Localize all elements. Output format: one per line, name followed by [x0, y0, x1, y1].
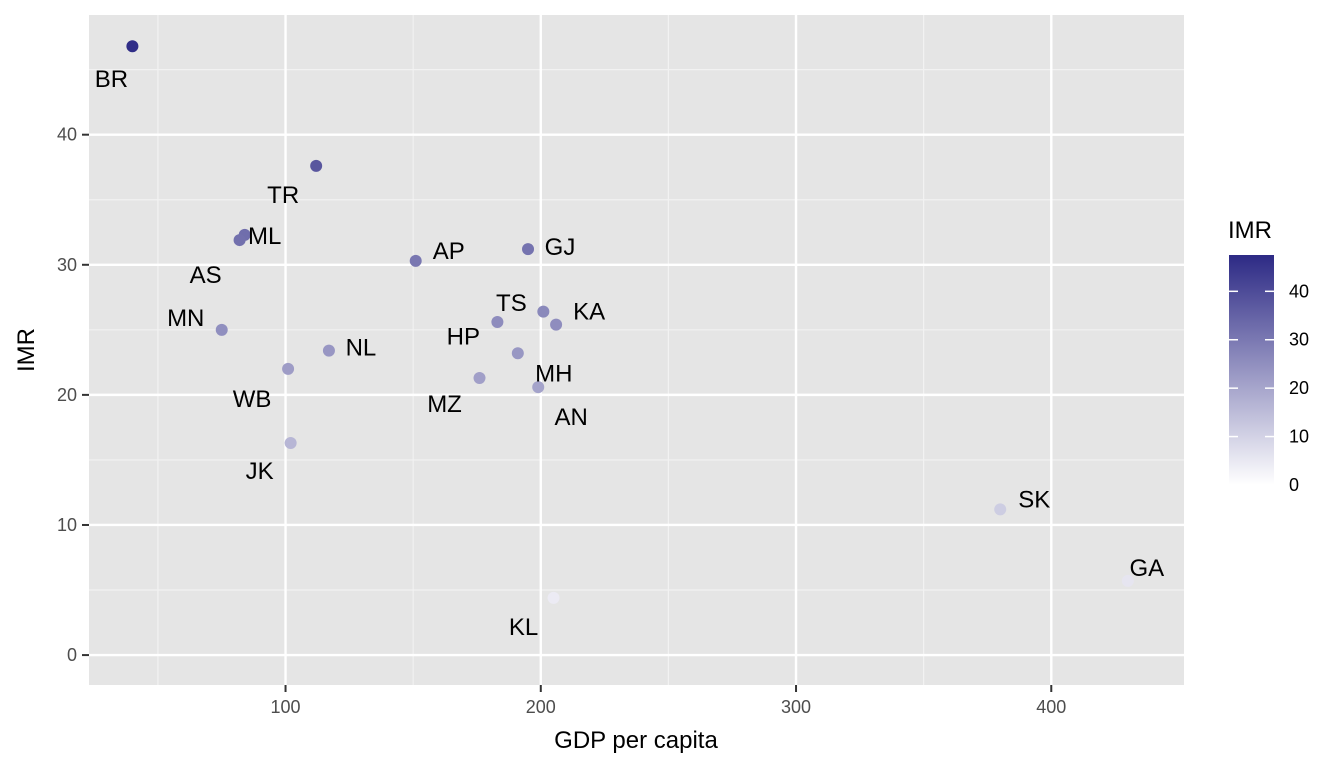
- y-tick-label: 30: [57, 255, 77, 275]
- legend-tick-label: 30: [1289, 330, 1309, 350]
- data-point: [473, 371, 486, 384]
- x-tick-label: 300: [781, 697, 811, 717]
- point-label: MZ: [427, 391, 462, 418]
- y-tick-label: 20: [57, 385, 77, 405]
- legend-tick-label: 0: [1289, 475, 1299, 495]
- y-axis-title: IMR: [13, 328, 40, 372]
- plot-panel: [89, 15, 1184, 685]
- data-point: [310, 159, 323, 172]
- color-legend: IMR 0 10 20 30 40: [1228, 217, 1309, 495]
- data-point: [550, 318, 563, 331]
- legend-tick-label: 20: [1289, 378, 1309, 398]
- grid-major: [89, 15, 1184, 685]
- point-label: JK: [246, 458, 274, 485]
- legend-tick-label: 10: [1289, 427, 1309, 447]
- data-point: [322, 344, 335, 357]
- data-point: [491, 316, 504, 329]
- x-axis-title: GDP per capita: [554, 727, 718, 754]
- y-tick-label: 10: [57, 515, 77, 535]
- y-axis: 0 10 20 30 40: [57, 125, 89, 665]
- data-point: [233, 234, 246, 247]
- y-tick-label: 0: [67, 645, 77, 665]
- data-point: [1121, 574, 1134, 587]
- point-label: GA: [1130, 555, 1165, 582]
- point-labels: BR TR ML AS AP GJ TS KA MN NL HP MH WB MZ AN JK SK GA KL: [95, 66, 1164, 641]
- data-point: [511, 347, 524, 360]
- data-point: [537, 305, 550, 318]
- grid-minor: [89, 15, 1184, 685]
- data-point: [215, 323, 228, 336]
- data-point: [126, 40, 139, 53]
- legend-ticks: 0 10 20 30 40: [1229, 281, 1309, 495]
- x-axis: 100 200 300 400: [271, 685, 1066, 717]
- point-label: WB: [233, 386, 272, 413]
- point-label: MN: [167, 305, 204, 332]
- point-label: AP: [433, 238, 465, 265]
- x-tick-label: 200: [526, 697, 556, 717]
- data-point: [547, 591, 560, 604]
- point-label: AN: [555, 404, 588, 431]
- data-point: [994, 503, 1007, 516]
- legend-tick-label: 40: [1289, 281, 1309, 301]
- x-tick-label: 400: [1036, 697, 1066, 717]
- data-points: [126, 40, 1134, 604]
- point-label: TS: [496, 290, 527, 317]
- legend-colorbar: [1229, 255, 1274, 485]
- y-tick-label: 40: [57, 125, 77, 145]
- point-label: MH: [535, 360, 572, 387]
- point-label: ML: [248, 223, 281, 250]
- data-point: [532, 381, 545, 394]
- point-label: KL: [509, 614, 538, 641]
- point-label: SK: [1018, 486, 1050, 513]
- point-label: NL: [346, 335, 377, 362]
- data-point: [409, 254, 422, 267]
- data-point: [282, 362, 295, 375]
- legend-title: IMR: [1228, 217, 1272, 244]
- point-label: TR: [267, 182, 299, 209]
- data-point: [284, 437, 297, 450]
- point-label: HP: [447, 324, 480, 351]
- point-label: KA: [573, 299, 605, 326]
- point-label: GJ: [545, 234, 576, 261]
- point-label: AS: [190, 262, 222, 289]
- point-label: BR: [95, 66, 128, 93]
- x-tick-label: 100: [271, 697, 301, 717]
- data-point: [522, 243, 535, 256]
